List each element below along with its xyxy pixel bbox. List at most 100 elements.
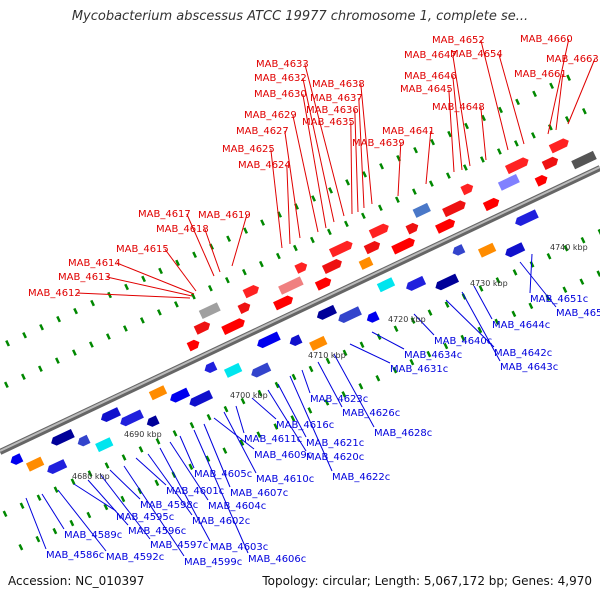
forward-gene-label[interactable]: MAB_4629 — [244, 110, 297, 121]
forward-gene-label[interactable]: MAB_4636 — [306, 105, 359, 116]
reverse-gene-feature[interactable] — [148, 385, 168, 401]
forward-gene-feature[interactable] — [504, 156, 531, 175]
forward-gene-feature[interactable] — [294, 260, 309, 274]
reverse-gene-label[interactable]: MAB_4621c — [306, 438, 364, 449]
forward-gene-label[interactable]: MAB_4615 — [116, 244, 169, 255]
forward-gene-feature[interactable] — [368, 222, 391, 239]
reverse-gene-label[interactable]: MAB_4643c — [500, 362, 558, 373]
reverse-gene-feature[interactable] — [145, 415, 160, 428]
forward-gene-label[interactable]: MAB_4654 — [450, 49, 503, 60]
forward-gene-label[interactable]: MAB_4632 — [254, 73, 307, 84]
forward-gene-label[interactable]: MAB_4617 — [138, 209, 191, 220]
reverse-gene-label[interactable]: MAB_4622c — [332, 472, 390, 483]
forward-gene-label[interactable]: MAB_4648 — [432, 102, 485, 113]
reverse-gene-feature[interactable] — [99, 407, 121, 424]
reverse-gene-feature[interactable] — [513, 209, 539, 227]
reverse-gene-label[interactable]: MAB_4589c — [64, 530, 122, 541]
reverse-gene-label[interactable]: MAB_4602c — [192, 516, 250, 527]
forward-gene-label[interactable]: MAB_4635 — [302, 117, 355, 128]
reverse-gene-label[interactable]: MAB_4651c — [530, 294, 588, 305]
forward-gene-label[interactable]: MAB_4646 — [404, 71, 457, 82]
reverse-gene-label[interactable]: MAB_4586c — [46, 550, 104, 561]
reverse-gene-label[interactable]: MAB_4592c — [106, 552, 164, 563]
reverse-gene-label[interactable]: MAB_4650c — [556, 308, 600, 319]
reverse-gene-feature[interactable] — [255, 331, 281, 349]
reverse-gene-feature[interactable] — [76, 434, 91, 448]
forward-gene-label[interactable]: MAB_4618 — [156, 224, 209, 235]
reverse-gene-label[interactable]: MAB_4595c — [116, 512, 174, 523]
forward-gene-label[interactable]: MAB_4633 — [256, 59, 309, 70]
forward-gene-feature[interactable] — [237, 301, 253, 314]
reverse-gene-label[interactable]: MAB_4628c — [374, 428, 432, 439]
reverse-gene-feature[interactable] — [315, 304, 337, 322]
forward-gene-label[interactable]: MAB_4661 — [514, 69, 567, 80]
reverse-gene-label[interactable]: MAB_4620c — [306, 452, 364, 463]
forward-gene-label[interactable]: MAB_4660 — [520, 34, 573, 45]
reverse-gene-feature[interactable] — [9, 453, 24, 466]
reverse-gene-label[interactable]: MAB_4634c — [404, 350, 462, 361]
reverse-gene-feature[interactable] — [336, 306, 362, 324]
forward-gene-label[interactable]: MAB_4647 — [404, 50, 457, 61]
forward-gene-label[interactable]: MAB_4639 — [352, 138, 405, 149]
forward-gene-label[interactable]: MAB_4652 — [432, 35, 485, 46]
reverse-gene-feature[interactable] — [25, 456, 45, 472]
reverse-gene-feature[interactable] — [249, 362, 272, 380]
reverse-gene-label[interactable]: MAB_4607c — [230, 488, 288, 499]
forward-gene-feature[interactable] — [321, 257, 344, 275]
forward-gene-feature[interactable] — [314, 276, 333, 291]
forward-gene-feature[interactable] — [278, 276, 304, 295]
reverse-gene-feature[interactable] — [365, 311, 380, 324]
reverse-gene-label[interactable]: MAB_4597c — [150, 540, 208, 551]
reverse-gene-feature[interactable] — [288, 334, 303, 347]
forward-gene-feature[interactable] — [186, 338, 202, 352]
reverse-gene-feature[interactable] — [203, 361, 218, 374]
forward-gene-feature[interactable] — [273, 294, 295, 311]
forward-gene-feature[interactable] — [198, 302, 221, 320]
reverse-gene-label[interactable]: MAB_4603c — [210, 542, 268, 553]
forward-gene-label[interactable]: MAB_4625 — [222, 144, 275, 155]
forward-gene-label[interactable]: MAB_4624 — [238, 160, 291, 171]
forward-gene-feature[interactable] — [412, 202, 431, 218]
forward-gene-label[interactable]: MAB_4630 — [254, 89, 307, 100]
forward-gene-label[interactable]: MAB_4619 — [198, 210, 251, 221]
reverse-gene-label[interactable]: MAB_4605c — [194, 469, 252, 480]
forward-gene-feature[interactable] — [328, 239, 355, 258]
forward-gene-label[interactable]: MAB_4614 — [68, 258, 121, 269]
reverse-gene-feature[interactable] — [187, 390, 214, 408]
reverse-gene-label[interactable]: MAB_4631c — [390, 364, 448, 375]
reverse-gene-label[interactable]: MAB_4606c — [248, 554, 306, 565]
reverse-gene-label[interactable]: MAB_4598c — [140, 500, 198, 511]
reverse-gene-label[interactable]: MAB_4616c — [276, 420, 334, 431]
forward-gene-feature[interactable] — [482, 196, 501, 212]
reverse-gene-label[interactable]: MAB_4640c — [434, 336, 492, 347]
reverse-gene-feature[interactable] — [376, 277, 396, 293]
reverse-gene-feature[interactable] — [95, 437, 114, 453]
reverse-gene-feature[interactable] — [503, 242, 526, 259]
reverse-gene-label[interactable]: MAB_4599c — [184, 557, 242, 568]
reverse-gene-label[interactable]: MAB_4604c — [208, 501, 266, 512]
reverse-gene-label[interactable]: MAB_4611c — [244, 434, 302, 445]
forward-gene-label[interactable]: MAB_4663 — [546, 54, 599, 65]
forward-gene-feature[interactable] — [534, 173, 550, 187]
reverse-gene-label[interactable]: MAB_4626c — [342, 408, 400, 419]
reverse-gene-feature[interactable] — [223, 362, 243, 378]
reverse-gene-feature[interactable] — [118, 409, 144, 427]
forward-gene-feature[interactable] — [391, 236, 417, 255]
forward-gene-label[interactable]: MAB_4612 — [28, 288, 81, 299]
reverse-gene-label[interactable]: MAB_4623c — [310, 394, 368, 405]
reverse-gene-feature[interactable] — [433, 273, 460, 292]
reverse-gene-feature[interactable] — [45, 459, 68, 476]
forward-gene-feature[interactable] — [242, 283, 261, 299]
reverse-gene-feature[interactable] — [49, 428, 75, 447]
forward-gene-feature[interactable] — [442, 199, 468, 218]
forward-gene-feature[interactable] — [358, 256, 374, 270]
forward-gene-feature[interactable] — [435, 217, 457, 234]
forward-gene-feature[interactable] — [497, 174, 520, 191]
reverse-gene-label[interactable]: MAB_4609c — [254, 450, 312, 461]
reverse-gene-label[interactable]: MAB_4644c — [492, 320, 550, 331]
forward-gene-label[interactable]: MAB_4613 — [58, 272, 111, 283]
forward-gene-feature[interactable] — [571, 150, 597, 170]
forward-gene-feature[interactable] — [221, 317, 247, 335]
forward-gene-feature[interactable] — [460, 182, 475, 196]
